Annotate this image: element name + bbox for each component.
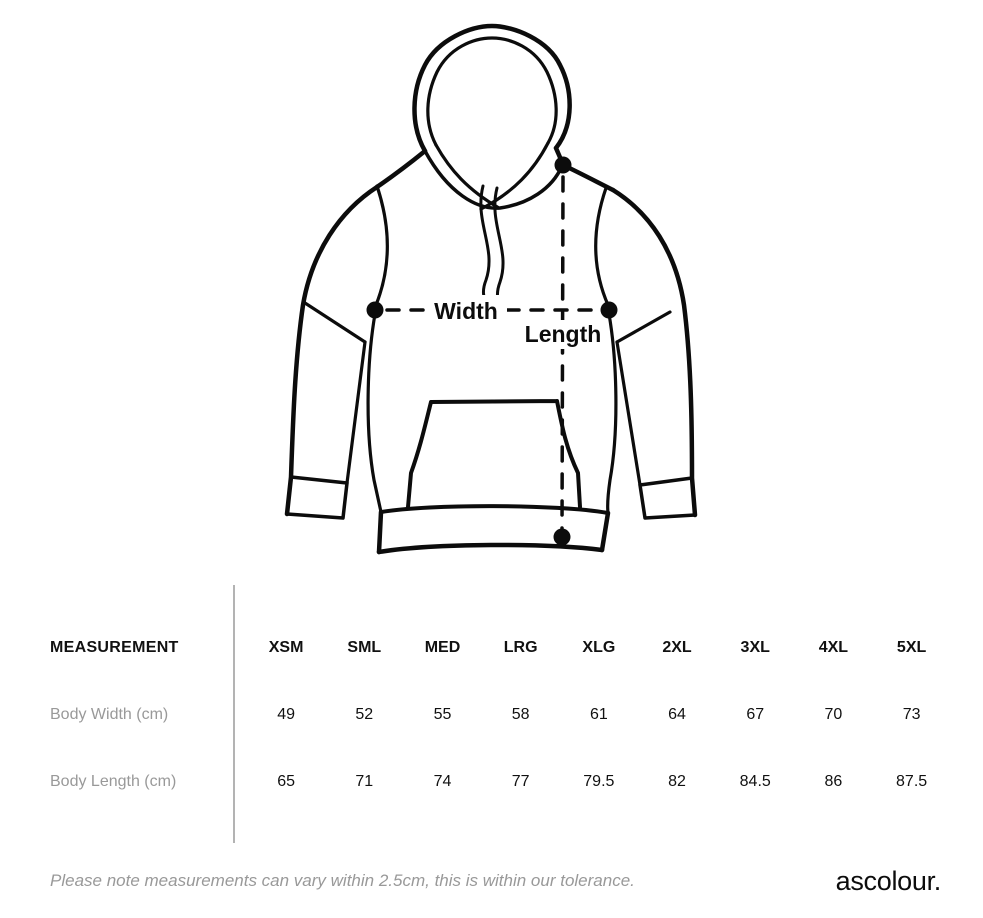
body-length-2xl: 82: [668, 772, 686, 790]
length-dashed-line: [560, 175, 565, 533]
row-label-body-length: Body Length (cm): [50, 772, 177, 790]
body-length-med: 74: [433, 772, 452, 790]
body-width-4xl: 70: [824, 705, 843, 723]
right-chest-measurement-dot: [600, 301, 618, 319]
left-sleeve-outer-edge: [284, 184, 380, 517]
body-length-5xl: 87.5: [896, 772, 928, 790]
body-width-2xl: 64: [668, 705, 686, 723]
body-length-4xl: 86: [824, 772, 843, 790]
brand-logo: ascolour.: [835, 865, 942, 896]
length-label-halo: [523, 320, 604, 349]
size-header-4xl: 4XL: [818, 638, 849, 656]
size-header-3xl: 3XL: [740, 638, 770, 656]
hem-top-seam: [379, 504, 610, 515]
left-shoulder-seam: [374, 148, 428, 190]
hem-measurement-dot: [553, 528, 571, 546]
measurement-column-header: MEASUREMENT: [50, 638, 179, 656]
body-length-xlg: 79.5: [583, 772, 615, 790]
right-sleeve-inner-edge: [615, 340, 642, 487]
body-width-3xl: 67: [746, 705, 765, 723]
table-header-row: MEASUREMENT XSM SML MED LRG XLG 2XL 3XL …: [0, 614, 983, 681]
hood-inner-outline: [426, 36, 558, 147]
body-length-xsm: 65: [277, 772, 295, 790]
hood-outer-outline: [412, 23, 572, 154]
shoulder-measurement-dot: [554, 156, 572, 174]
size-header-lrg: LRG: [503, 638, 538, 656]
row-label-body-width: Body Width (cm): [50, 705, 169, 723]
left-body-side-seam: [366, 312, 383, 514]
body-length-3xl: 84.5: [739, 772, 771, 790]
body-width-xlg: 61: [589, 705, 608, 723]
body-length-lrg: 77: [511, 772, 530, 790]
length-label: Length: [525, 321, 602, 347]
right-cuff: [638, 476, 697, 520]
width-label-halo: [426, 295, 507, 324]
size-table: MEASUREMENT XSM SML MED LRG XLG 2XL 3XL …: [0, 585, 983, 843]
body-width-med: 55: [433, 705, 452, 723]
right-underarm-seam: [615, 310, 672, 344]
body-width-lrg: 58: [511, 705, 530, 723]
body-width-row: Body Width (cm) 49 52 55 58 61 64 67 70 …: [0, 681, 983, 748]
hoodie-diagram-svg: Width Length: [284, 23, 698, 555]
left-chest-measurement-dot: [366, 301, 384, 319]
body-width-sml: 52: [355, 705, 374, 723]
footer: Please note measurements can vary within…: [0, 858, 983, 904]
left-sleeve-inner-edge: [345, 340, 367, 485]
collar-seam: [423, 149, 564, 210]
left-raglan-seam: [374, 184, 389, 307]
left-cuff: [285, 475, 349, 520]
size-header-xlg: XLG: [582, 638, 616, 656]
hem-bottom-edge: [376, 542, 605, 555]
hood-opening-right-edge: [479, 141, 550, 211]
size-header-5xl: 5XL: [896, 638, 927, 656]
width-label: Width: [434, 298, 498, 324]
size-header-med: MED: [424, 638, 461, 656]
hoodie-diagram: Width Length: [284, 23, 698, 555]
right-raglan-seam: [594, 186, 610, 307]
table-divider-line: [233, 585, 235, 843]
size-header-2xl: 2XL: [662, 638, 692, 656]
right-body-side-seam: [606, 312, 618, 515]
body-length-row: Body Length (cm) 65 71 74 77 79.5 82 84.…: [0, 748, 983, 815]
body-length-sml: 71: [355, 772, 374, 790]
size-header-sml: SML: [347, 638, 382, 656]
hem-left-side: [376, 509, 384, 555]
body-width-xsm: 49: [277, 705, 295, 723]
kangaroo-pocket: [406, 399, 582, 509]
tolerance-note: Please note measurements can vary within…: [50, 871, 635, 890]
size-header-xsm: XSM: [268, 638, 304, 656]
hem-right-side: [599, 510, 611, 553]
right-sleeve-outer-edge: [610, 187, 698, 518]
left-underarm-seam: [303, 301, 367, 344]
body-width-5xl: 73: [902, 705, 921, 723]
